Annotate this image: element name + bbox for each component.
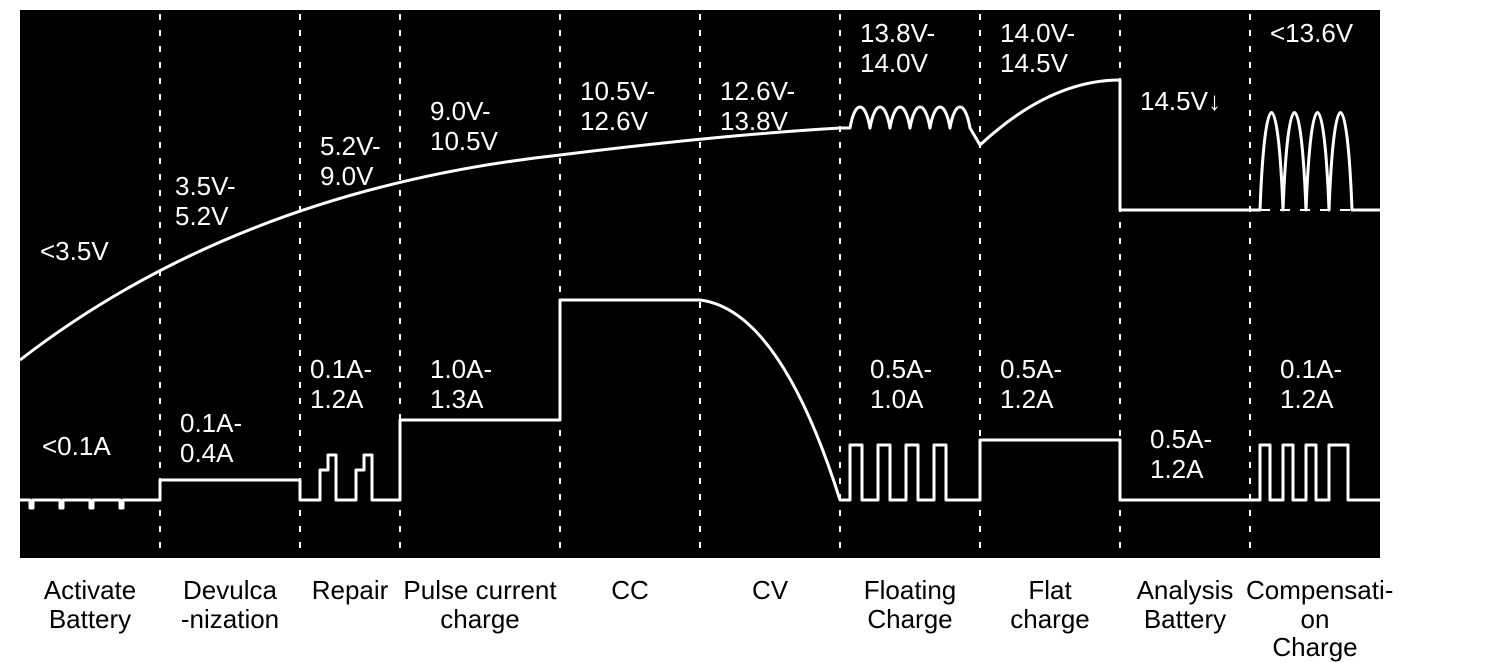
voltage-value-label: 10.5V-	[580, 76, 655, 106]
voltage-value-label: 12.6V	[580, 106, 649, 136]
current-value-label: 0.5A-	[870, 354, 932, 384]
stage-label: Compensati-onCharge	[1246, 576, 1384, 662]
stage-label: Flatcharge	[976, 576, 1124, 633]
stage-label: ActivateBattery	[16, 576, 164, 633]
chart-svg: <3.5V<0.1A3.5V-5.2V0.1A-0.4A5.2V-9.0V0.1…	[0, 0, 1500, 643]
voltage-value-label: 9.0V	[320, 161, 374, 191]
stage-label: Devulca-nization	[156, 576, 304, 633]
current-value-label: <0.1A	[42, 431, 111, 461]
voltage-value-label: 5.2V-	[320, 131, 381, 161]
voltage-value-label: 14.0V	[860, 48, 929, 78]
current-value-label: 1.2A	[1000, 384, 1054, 414]
voltage-value-label: 14.5V	[1000, 48, 1069, 78]
stage-label: FloatingCharge	[836, 576, 984, 633]
voltage-value-label: 13.8V	[720, 106, 789, 136]
current-value-label: 0.1A-	[180, 408, 242, 438]
voltage-value-label: <3.5V	[40, 236, 109, 266]
stage-label: Pulse currentcharge	[396, 576, 564, 633]
voltage-value-label: <13.6V	[1270, 18, 1354, 48]
current-value-label: 0.5A-	[1000, 354, 1062, 384]
current-value-label: 0.4A	[180, 438, 234, 468]
current-value-label: 1.3A	[430, 384, 484, 414]
current-value-label: 1.0A	[870, 384, 924, 414]
stage-label: CV	[696, 576, 844, 605]
voltage-value-label: 14.0V-	[1000, 18, 1075, 48]
axis-label-voltage: Voltage	[1392, 160, 1500, 198]
stage-label: AnalysisBattery	[1116, 576, 1254, 633]
current-value-label: 0.5A-	[1150, 424, 1212, 454]
voltage-value-label: 3.5V-	[175, 171, 236, 201]
stage-label: Repair	[296, 576, 404, 605]
voltage-value-label: 13.8V-	[860, 18, 935, 48]
voltage-value-label: 9.0V-	[430, 96, 491, 126]
stage-label: CC	[556, 576, 704, 605]
voltage-value-label: 5.2V	[175, 201, 229, 231]
current-value-label: 1.0A-	[430, 354, 492, 384]
current-value-label: 1.2A	[1280, 384, 1334, 414]
voltage-value-label: 12.6V-	[720, 76, 795, 106]
current-value-label: 0.1A-	[1280, 354, 1342, 384]
chart-root: { "meta":{ "type":"line-diagram", "width…	[0, 0, 1500, 643]
current-value-label: 0.1A-	[310, 354, 372, 384]
current-value-label: 1.2A	[310, 384, 364, 414]
axis-label-current: Current	[1392, 470, 1500, 508]
voltage-value-label: 10.5V	[430, 126, 499, 156]
current-value-label: 1.2A	[1150, 454, 1204, 484]
voltage-value-label: 14.5V↓	[1140, 86, 1221, 116]
